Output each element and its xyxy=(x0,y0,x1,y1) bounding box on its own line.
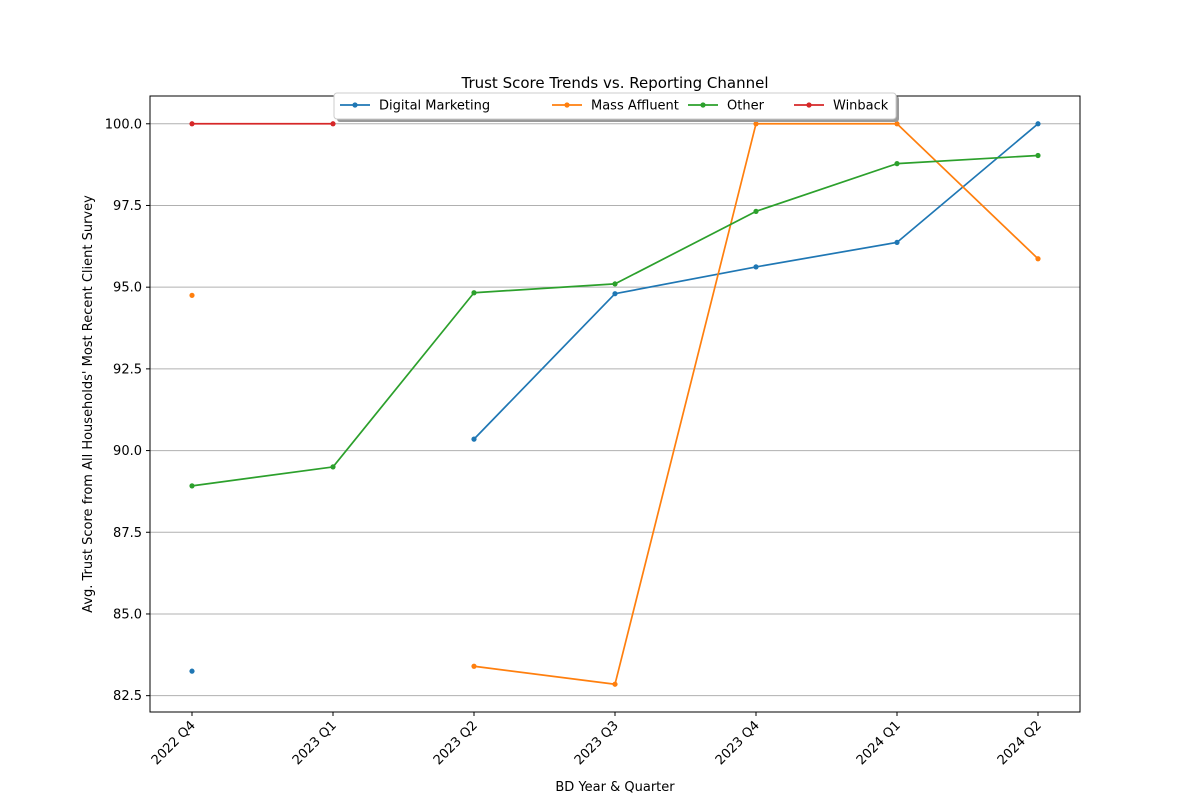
data-point xyxy=(330,121,336,127)
data-point xyxy=(471,663,477,669)
x-tick-label: 2024 Q2 xyxy=(995,718,1045,768)
data-point xyxy=(612,281,618,287)
data-point xyxy=(894,121,900,127)
data-point xyxy=(612,291,618,297)
series-3 xyxy=(189,121,336,127)
data-point xyxy=(753,121,759,127)
data-point xyxy=(894,239,900,246)
series-line xyxy=(473,123,1039,440)
data-point xyxy=(753,208,759,214)
grid-layer xyxy=(150,123,1080,697)
data-point xyxy=(189,668,195,674)
data-point xyxy=(1035,152,1041,159)
legend-marker xyxy=(700,102,706,108)
data-point xyxy=(1035,256,1041,262)
data-point xyxy=(189,483,195,489)
x-tick-label: 2023 Q2 xyxy=(431,718,481,768)
y-tick-label: 95.0 xyxy=(113,281,142,296)
data-point xyxy=(612,681,618,687)
data-point xyxy=(189,121,195,127)
ticks-layer: 82.5 85.0 87.5 90.0 92.5 95.0 97.5 100.0 2022 Q4… xyxy=(105,117,1045,768)
y-tick-label: 87.5 xyxy=(113,526,142,541)
series-1 xyxy=(189,121,1041,687)
legend-marker xyxy=(806,102,812,108)
data-point xyxy=(471,290,477,296)
legend-label: Other xyxy=(727,99,765,114)
y-axis-label: Avg. Trust Score from All Households' Mo… xyxy=(81,195,96,613)
y-tick-label: 92.5 xyxy=(113,362,142,377)
legend-box xyxy=(333,92,897,120)
y-tick-label: 90.0 xyxy=(113,444,142,459)
x-axis-label: BD Year & Quarter xyxy=(555,780,675,795)
x-tick-label: 2024 Q1 xyxy=(854,718,904,768)
y-tick-label: 100.0 xyxy=(105,117,142,132)
x-tick-label: 2023 Q1 xyxy=(290,718,340,768)
legend-marker xyxy=(564,102,570,108)
x-tick-label: 2023 Q3 xyxy=(572,718,622,768)
legend-label: Digital Marketing xyxy=(379,99,490,114)
plot-frame xyxy=(149,95,1081,713)
legend: Digital Marketing Mass Affluent Other Winba… xyxy=(333,92,899,122)
legend-label: Winback xyxy=(833,99,889,114)
y-tick-label: 85.0 xyxy=(113,607,142,622)
y-tick-label: 97.5 xyxy=(113,199,142,214)
y-tick-label: 82.5 xyxy=(113,689,142,704)
data-point xyxy=(189,292,195,298)
legend-items: Digital Marketing Mass Affluent Other Winba… xyxy=(340,99,889,114)
data-point xyxy=(753,264,759,270)
series-line xyxy=(473,122,1039,686)
x-tick-label: 2022 Q4 xyxy=(149,718,199,768)
chart-title: Trust Score Trends vs. Reporting Channel xyxy=(460,74,768,92)
data-point xyxy=(471,436,477,442)
data-point xyxy=(1035,121,1041,127)
data-point xyxy=(894,161,900,167)
series-2 xyxy=(189,152,1041,489)
series-layer xyxy=(189,121,1041,687)
legend-label: Mass Affluent xyxy=(591,99,679,114)
data-point xyxy=(330,464,336,470)
series-0 xyxy=(189,121,1041,674)
legend-marker xyxy=(352,102,358,108)
x-tick-label: 2023 Q4 xyxy=(713,718,763,768)
